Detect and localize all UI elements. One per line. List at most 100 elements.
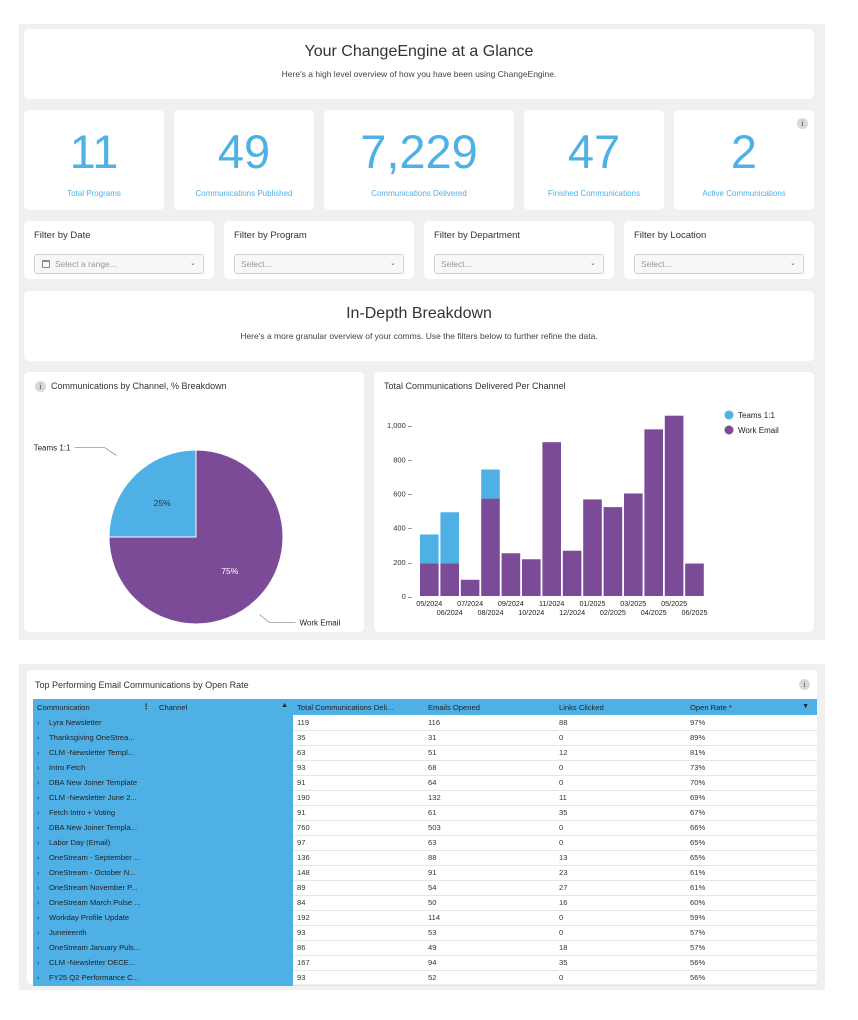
expand-row-icon[interactable]: ›	[37, 825, 40, 832]
info-icon[interactable]: i	[35, 381, 46, 392]
column-header-channel[interactable]: Channel ▲	[155, 699, 293, 715]
bar-segment[interactable]	[481, 469, 500, 499]
table-row[interactable]: › Workday Profile Update 192 114 0 59%	[33, 910, 817, 926]
communication-cell[interactable]: › DBA New Joiner Template	[33, 775, 155, 791]
pie-slice[interactable]	[108, 449, 284, 625]
bar-segment[interactable]	[420, 534, 439, 564]
communication-cell[interactable]: › FY25 Q2 Performance C...	[33, 970, 155, 986]
bar-segment[interactable]	[460, 579, 480, 596]
communication-cell[interactable]: › Thanksgiving OneStrea...	[33, 730, 155, 746]
legend-label[interactable]: Teams 1:1	[738, 411, 775, 420]
expand-row-icon[interactable]: ›	[37, 810, 40, 817]
expand-row-icon[interactable]: ›	[37, 900, 40, 907]
table-row[interactable]: › OneStream - September ... 136 88 13 65%	[33, 850, 817, 866]
communication-cell[interactable]: › CLM -Newsletter DECE...	[33, 955, 155, 971]
expand-row-icon[interactable]: ›	[37, 975, 40, 982]
bar-segment[interactable]	[644, 429, 663, 596]
expand-row-icon[interactable]: ›	[37, 945, 40, 952]
filter-department-select[interactable]: Select... ⌄	[434, 254, 604, 274]
legend-label[interactable]: Work Email	[738, 426, 779, 435]
bar-segment[interactable]	[481, 498, 500, 596]
bar-segment[interactable]	[664, 415, 684, 596]
table-row[interactable]: › CLM -Newsletter June 2... 190 132 11 69%	[33, 790, 817, 806]
bar-segment[interactable]	[562, 550, 582, 596]
bar-segment[interactable]	[440, 512, 459, 564]
stat-label: Total Programs	[67, 189, 121, 198]
filter-program-select[interactable]: Select... ⌄	[234, 254, 404, 274]
communication-cell[interactable]: › CLM -Newsletter June 2...	[33, 790, 155, 806]
channel-cell	[155, 970, 293, 986]
communication-cell[interactable]: › OneStream January Puls...	[33, 940, 155, 956]
bar-segment[interactable]	[624, 493, 643, 596]
expand-row-icon[interactable]: ›	[37, 885, 40, 892]
expand-row-icon[interactable]: ›	[37, 735, 40, 742]
communication-cell[interactable]: › CLM -Newsletter Templ...	[33, 745, 155, 761]
expand-row-icon[interactable]: ›	[37, 765, 40, 772]
table-row[interactable]: › Fetch Intro + Voting 91 61 35 67%	[33, 805, 817, 821]
table-row[interactable]: › OneStream - October N... 148 91 23 61%	[33, 865, 817, 881]
table-row[interactable]: › Intro Fetch 93 68 0 73%	[33, 760, 817, 776]
column-header-label: Communication	[37, 702, 90, 712]
table-row[interactable]: › OneStream November P... 89 54 27 61%	[33, 880, 817, 896]
communication-cell[interactable]: › OneStream November P...	[33, 880, 155, 896]
bar-segment[interactable]	[420, 563, 439, 596]
communication-cell[interactable]: › Fetch Intro + Voting	[33, 805, 155, 821]
table-row[interactable]: › OneStream January Puls... 86 49 18 57%	[33, 940, 817, 956]
expand-row-icon[interactable]: ›	[37, 855, 40, 862]
column-header-links-clicked[interactable]: Links Clicked	[555, 699, 686, 715]
info-icon[interactable]: i	[799, 679, 810, 690]
bar-segment[interactable]	[583, 499, 602, 596]
table-row[interactable]: › DBA New Joiner Templa... 760 503 0 66%	[33, 820, 817, 836]
expand-row-icon[interactable]: ›	[37, 915, 40, 922]
info-icon[interactable]: i	[797, 118, 808, 129]
communication-cell[interactable]: › Workday Profile Update	[33, 910, 155, 926]
communication-cell[interactable]: › OneStream March Pulse ...	[33, 895, 155, 911]
filter-location: Filter by Location Select... ⌄	[624, 221, 814, 279]
filter-date-select[interactable]: Select a range... ⌄	[34, 254, 204, 274]
communication-cell[interactable]: › DBA New Joiner Templa...	[33, 820, 155, 836]
expand-row-icon[interactable]: ›	[37, 780, 40, 787]
communication-cell[interactable]: › Intro Fetch	[33, 760, 155, 776]
communication-cell[interactable]: › Lyra Newsletter	[33, 715, 155, 731]
expand-row-icon[interactable]: ›	[37, 870, 40, 877]
expand-row-icon[interactable]: ›	[37, 795, 40, 802]
communication-cell[interactable]: › Juneteenth	[33, 925, 155, 941]
sort-asc-icon[interactable]: ▲	[281, 702, 288, 709]
communication-cell[interactable]: › OneStream - October N...	[33, 865, 155, 881]
bar-segment[interactable]	[440, 563, 459, 596]
pie-slice[interactable]	[108, 449, 197, 538]
expand-row-icon[interactable]: ›	[37, 750, 40, 757]
bar-segment[interactable]	[542, 442, 561, 596]
column-header-open-rate[interactable]: Open Rate * ▼	[686, 699, 817, 715]
table-row[interactable]: › OneStream March Pulse ... 84 50 16 60%	[33, 895, 817, 911]
legend-swatch[interactable]	[724, 425, 734, 435]
bar-segment[interactable]	[522, 559, 541, 596]
sort-desc-icon[interactable]: ▼	[802, 703, 809, 710]
expand-row-icon[interactable]: ›	[37, 719, 40, 727]
table-row[interactable]: › Lyra Newsletter 119 116 88 97%	[33, 715, 817, 731]
expand-row-icon[interactable]: ›	[37, 930, 40, 937]
filter-location-select[interactable]: Select... ⌄	[634, 254, 804, 274]
expand-row-icon[interactable]: ›	[37, 960, 40, 967]
table-row[interactable]: › FY25 Q2 Performance C... 93 52 0 56%	[33, 970, 817, 986]
bar-segment[interactable]	[603, 507, 623, 596]
table-row[interactable]: › DBA New Joiner Template 91 64 0 70%	[33, 775, 817, 791]
communication-name: OneStream - September ...	[49, 853, 141, 862]
column-header-emails-opened[interactable]: Emails Opened	[424, 699, 555, 715]
table-row[interactable]: › CLM -Newsletter DECE... 167 94 35 56%	[33, 955, 817, 971]
table-row[interactable]: › Thanksgiving OneStrea... 35 31 0 89%	[33, 730, 817, 746]
communication-cell[interactable]: › Labor Day (Email)	[33, 835, 155, 851]
table-row[interactable]: › CLM -Newsletter Templ... 63 51 12 81%	[33, 745, 817, 761]
table-row[interactable]: › Labor Day (Email) 97 63 0 65%	[33, 835, 817, 851]
open-rate-cell: 61%	[686, 865, 817, 881]
communication-cell[interactable]: › OneStream - September ...	[33, 850, 155, 866]
bar-segment[interactable]	[685, 563, 704, 596]
bar-segment[interactable]	[501, 553, 521, 596]
column-header-total-delivered[interactable]: Total Communications Deli...	[293, 699, 424, 715]
expand-row-icon[interactable]: ›	[37, 840, 40, 847]
column-header-communication[interactable]: Communication ⋮	[33, 699, 155, 715]
channel-cell	[155, 805, 293, 821]
column-menu-icon[interactable]: ⋮	[142, 702, 150, 711]
legend-swatch[interactable]	[724, 410, 734, 420]
table-row[interactable]: › Juneteenth 93 53 0 57%	[33, 925, 817, 941]
